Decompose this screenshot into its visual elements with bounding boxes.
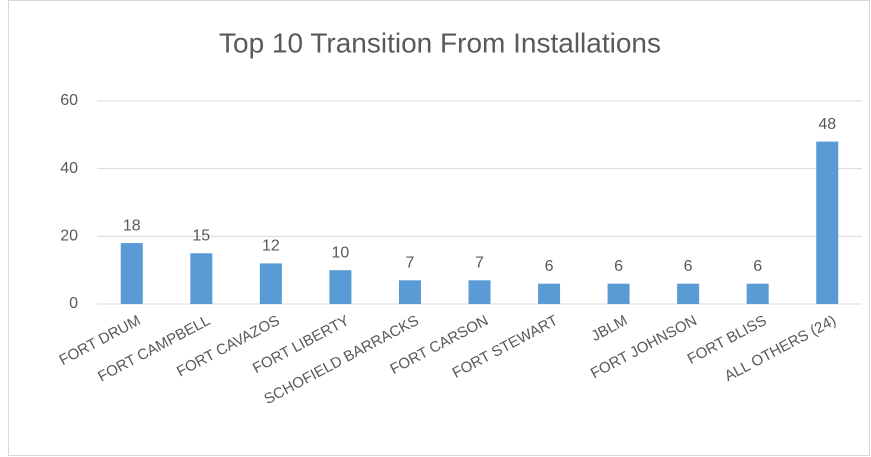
bar	[677, 283, 700, 304]
bar	[816, 141, 839, 304]
data-label: 18	[123, 217, 141, 234]
bar	[120, 243, 143, 304]
bar	[329, 270, 352, 304]
y-tick-label: 60	[60, 92, 78, 109]
data-label: 48	[818, 116, 836, 133]
chart-title: Top 10 Transition From Installations	[219, 27, 661, 58]
data-label: 7	[406, 255, 415, 272]
data-label: 10	[332, 244, 350, 261]
chart-border	[8, 0, 870, 456]
bar	[607, 283, 630, 304]
data-label: 7	[475, 255, 484, 272]
y-tick-label: 0	[69, 295, 78, 312]
data-label: 6	[614, 258, 623, 275]
y-tick-label: 20	[60, 228, 78, 245]
bar	[190, 253, 213, 304]
bar	[259, 263, 282, 304]
bar	[538, 283, 561, 304]
data-label: 6	[684, 258, 693, 275]
data-label: 12	[262, 238, 280, 255]
bar	[746, 283, 769, 304]
data-label: 15	[192, 227, 210, 244]
bar	[398, 280, 421, 304]
data-label: 6	[545, 258, 554, 275]
bar	[468, 280, 491, 304]
data-label: 6	[753, 258, 762, 275]
y-tick-label: 40	[60, 160, 78, 177]
